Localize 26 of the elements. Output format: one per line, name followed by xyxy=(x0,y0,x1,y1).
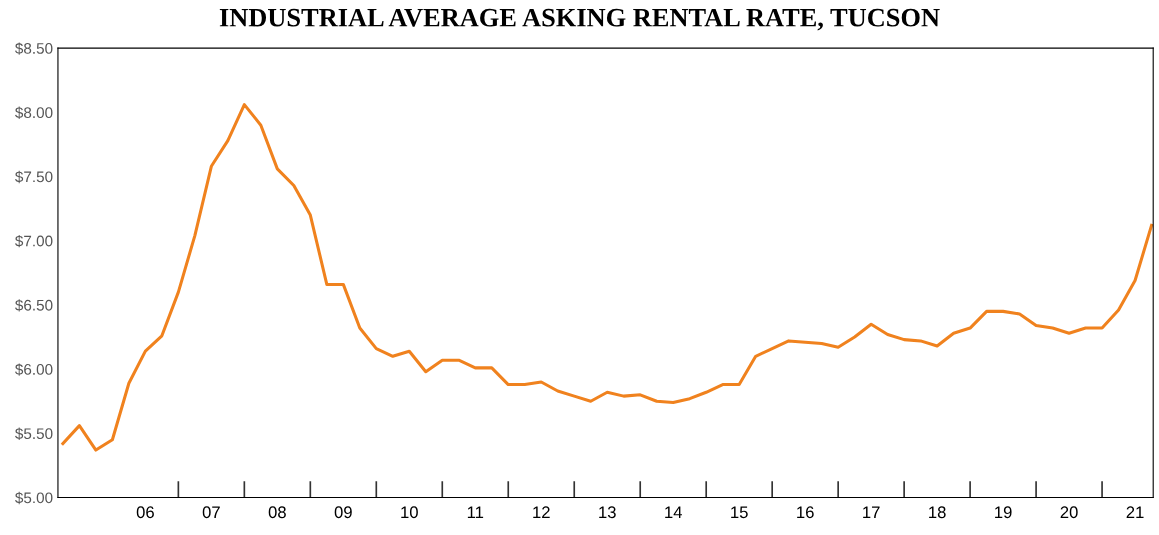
x-tick-label: 08 xyxy=(268,506,286,519)
x-tick-label: 21 xyxy=(1126,506,1144,518)
chart-title: INDUSTRIAL AVERAGE ASKING RENTAL RATE, TUCSON xyxy=(219,8,940,31)
x-tick-label: 06 xyxy=(136,506,154,519)
x-tick-label: 12 xyxy=(533,506,550,518)
x-tick-label: 18 xyxy=(929,506,946,519)
y-tick-label: $6.00 xyxy=(15,363,53,376)
x-tick-label: 15 xyxy=(731,506,748,519)
x-tick-label: 09 xyxy=(334,506,352,519)
x-tick-label: 17 xyxy=(863,506,880,518)
line-series xyxy=(61,103,1154,452)
y-tick-label: $8.00 xyxy=(15,106,53,119)
y-tick-label: $8.50 xyxy=(15,42,53,55)
y-tick-label: $6.50 xyxy=(15,299,53,312)
y-tick-label: $5.50 xyxy=(15,427,53,440)
x-tick-label: 19 xyxy=(995,506,1012,519)
x-tick-label: 11 xyxy=(467,506,484,518)
y-tick-label: $7.50 xyxy=(15,170,53,184)
x-tick-label: 14 xyxy=(665,506,682,518)
x-tick-label: 13 xyxy=(599,506,616,519)
x-tick-label: 20 xyxy=(1060,506,1078,519)
x-tick-label: 16 xyxy=(797,506,814,519)
y-tick-label: $5.00 xyxy=(15,491,53,505)
x-tick-label: 07 xyxy=(202,506,220,519)
x-tick-label: 10 xyxy=(401,506,418,519)
y-tick-label: $7.00 xyxy=(15,234,53,248)
